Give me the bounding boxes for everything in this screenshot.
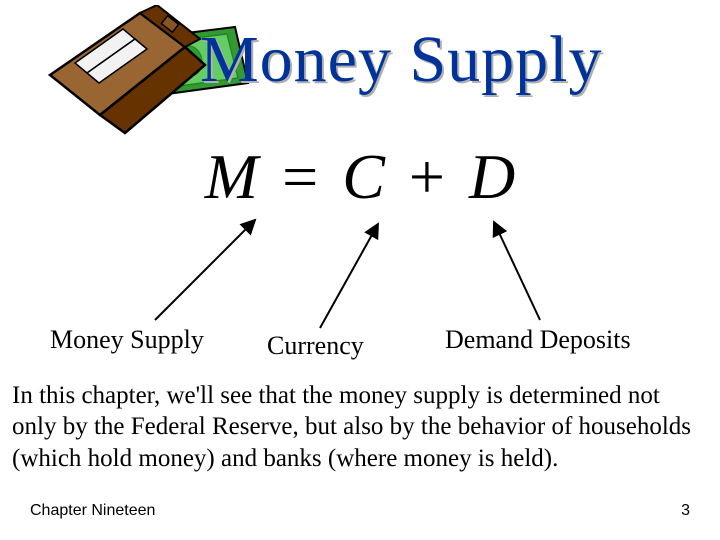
- equation-M: M: [205, 141, 258, 212]
- label-demand-deposits: Demand Deposits: [445, 325, 631, 355]
- header-area: Money Supply: [0, 0, 720, 135]
- label-currency: Currency: [267, 331, 364, 361]
- equation-equals: =: [282, 141, 318, 212]
- equation: M = C + D: [0, 140, 720, 214]
- footer-chapter-label: Chapter Nineteen: [30, 502, 155, 520]
- footer-page-number: 3: [681, 502, 690, 520]
- arrow-to-D: [494, 222, 540, 320]
- label-money-supply: Money Supply: [50, 325, 204, 355]
- page-title: Money Supply: [200, 22, 603, 98]
- equation-C: C: [342, 141, 385, 212]
- arrow-to-C: [320, 224, 378, 328]
- equation-D: D: [469, 141, 515, 212]
- body-paragraph: In this chapter, we'll see that the mone…: [12, 380, 708, 474]
- equation-plus: +: [409, 141, 445, 212]
- arrow-to-M: [155, 220, 255, 320]
